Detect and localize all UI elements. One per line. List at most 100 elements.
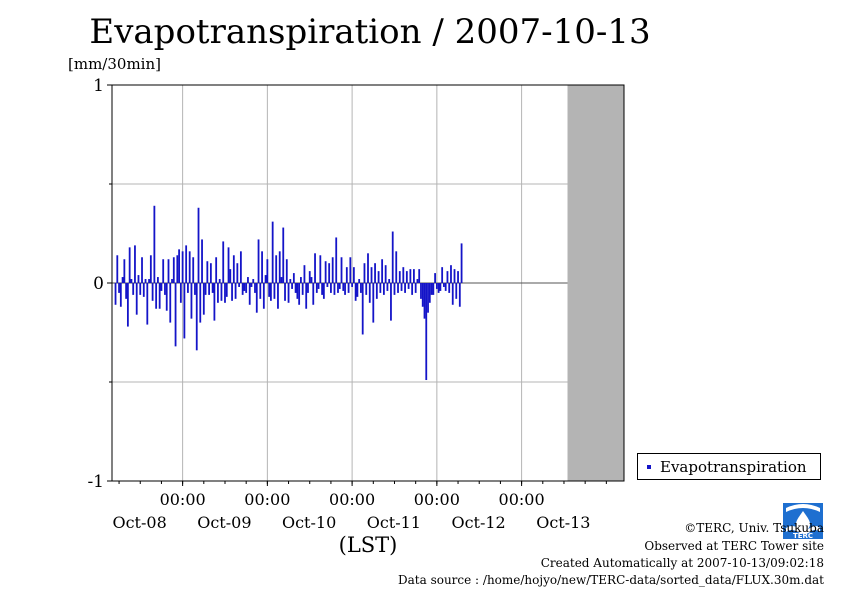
bar	[411, 283, 414, 295]
bar	[379, 283, 382, 293]
bar	[300, 277, 302, 283]
x-tick-time-label: 00:00	[244, 490, 290, 509]
bar	[248, 283, 251, 305]
y-axis-unit: [mm/30min]	[68, 55, 161, 73]
bar	[400, 283, 403, 291]
bar	[271, 221, 274, 283]
bar	[361, 283, 364, 335]
bar	[121, 277, 124, 283]
bar	[234, 283, 237, 299]
bar	[229, 269, 232, 283]
bar	[146, 283, 149, 325]
bar	[126, 283, 129, 327]
bar	[439, 283, 442, 291]
bar	[123, 259, 126, 283]
bar	[443, 283, 445, 287]
bar	[437, 283, 440, 293]
bar	[388, 279, 391, 283]
bar	[190, 283, 193, 319]
y-tick-label: 0	[93, 274, 104, 294]
bar	[261, 251, 263, 283]
bar	[460, 243, 463, 283]
bar	[262, 283, 265, 309]
bar	[330, 283, 332, 293]
bar	[289, 279, 292, 283]
bar	[324, 261, 327, 283]
bar	[176, 255, 179, 283]
bar	[151, 283, 154, 301]
bar	[208, 283, 211, 295]
bar	[420, 283, 422, 299]
bar	[268, 283, 271, 297]
bar	[165, 283, 168, 311]
bar	[444, 283, 447, 291]
bar	[137, 275, 140, 283]
bar	[375, 283, 378, 299]
bar	[275, 255, 278, 283]
bar	[238, 283, 241, 287]
bar	[158, 283, 161, 309]
bar	[356, 283, 359, 297]
bar	[414, 283, 417, 293]
bar	[181, 251, 184, 283]
bar	[344, 283, 346, 295]
bar	[227, 247, 230, 283]
bar	[116, 255, 119, 283]
footer-copyright: ©TERC, Univ. Tsukuba	[684, 521, 824, 535]
bar	[278, 251, 281, 283]
bar	[195, 283, 198, 351]
bar	[303, 265, 306, 283]
bar	[273, 283, 276, 299]
bar	[404, 283, 406, 293]
bar	[114, 283, 117, 305]
bar-series-evapotranspiration	[114, 205, 463, 381]
bar	[206, 261, 209, 283]
bar	[416, 279, 419, 283]
bar	[455, 283, 458, 299]
bar	[335, 237, 338, 283]
bar	[280, 277, 283, 283]
bar	[209, 263, 212, 283]
bar	[252, 279, 255, 283]
bar	[363, 263, 366, 283]
bar	[372, 283, 375, 323]
bar	[220, 283, 223, 301]
bar	[217, 283, 219, 303]
bar	[187, 283, 189, 293]
bar	[130, 279, 133, 283]
bar	[377, 271, 380, 283]
bar	[308, 271, 311, 283]
footer-source: Data source : /home/hojyo/new/TERC-data/…	[398, 573, 824, 587]
bar	[393, 283, 396, 295]
bar	[294, 283, 297, 293]
bar	[259, 283, 262, 299]
bar	[435, 283, 438, 289]
footer-created: Created Automatically at 2007-10-13/09:0…	[540, 556, 824, 570]
x-tick-date-label: Oct-12	[451, 513, 505, 532]
bar	[285, 259, 288, 283]
bar	[250, 283, 253, 287]
bar	[197, 207, 200, 283]
bar	[340, 257, 343, 283]
bar	[125, 283, 128, 299]
bar	[397, 283, 399, 293]
bar	[354, 283, 357, 301]
bar	[153, 205, 156, 283]
bar	[451, 283, 454, 305]
bar	[245, 283, 248, 293]
bar	[185, 245, 188, 283]
terc-logo-icon: TERC	[783, 503, 823, 540]
bar	[118, 283, 120, 293]
bar	[423, 283, 426, 319]
bar	[434, 273, 436, 283]
bar	[345, 267, 348, 283]
bar	[213, 283, 216, 321]
bar	[144, 279, 147, 283]
bar	[328, 263, 331, 283]
bar	[135, 283, 138, 315]
bar	[453, 269, 456, 283]
tick-labels: -1 0 1 00:00 Oct-08 00:00 Oct-09 00:00 Oct-10 00:…	[87, 76, 590, 532]
bar	[418, 269, 421, 283]
bar	[172, 257, 175, 283]
